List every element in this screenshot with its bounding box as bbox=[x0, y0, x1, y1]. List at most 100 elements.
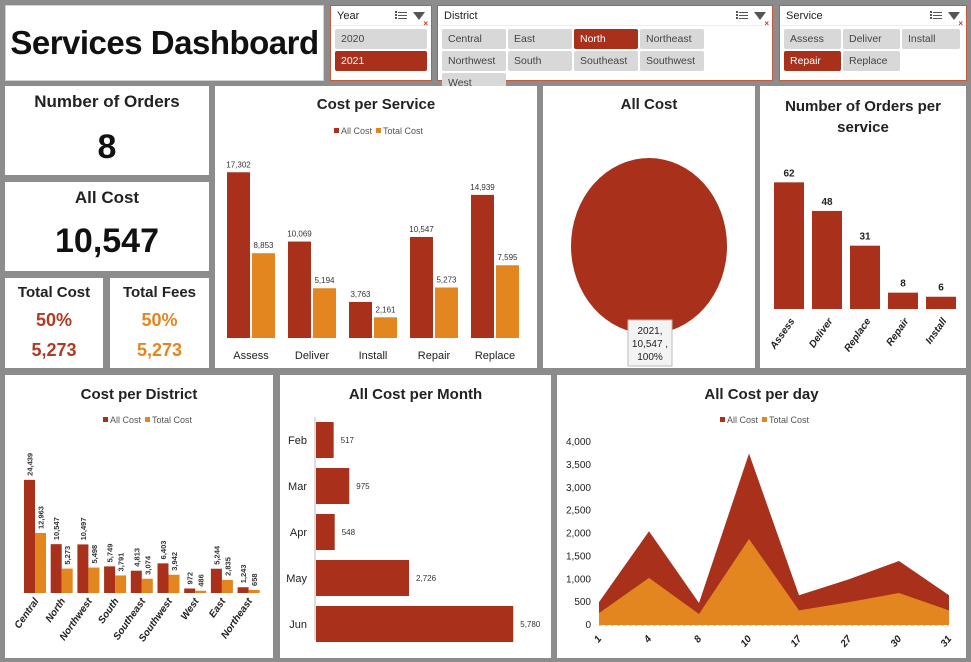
day-legend-swatch-total-cost bbox=[762, 417, 767, 422]
orders-tick-label-install: Install bbox=[924, 316, 950, 346]
orders-data-label: 62 bbox=[783, 168, 795, 179]
service-data-label: 2,161 bbox=[375, 305, 396, 314]
dashboard-title: Services Dashboard bbox=[10, 24, 319, 61]
all-cost-pie-plot: 2021, 10,547 , 100% bbox=[571, 158, 727, 367]
orders-tick-label-assess: Assess bbox=[768, 316, 798, 352]
service-slicer-header: Service × bbox=[780, 6, 966, 28]
orders-bar-replace bbox=[850, 245, 880, 309]
day-x-tick-label: 27 bbox=[838, 634, 855, 651]
multi-select-icon[interactable] bbox=[930, 10, 942, 22]
year-chip-2021[interactable]: 2021 bbox=[335, 51, 427, 71]
multi-select-icon[interactable] bbox=[395, 10, 407, 22]
service-slicer: Service × Assess Deliver Install Repair Repl… bbox=[779, 5, 967, 81]
orders-kpi-label: Number of Orders bbox=[34, 92, 180, 111]
district-chip-northwest[interactable]: Northwest bbox=[442, 51, 506, 71]
district-chip-north[interactable]: North bbox=[574, 29, 638, 49]
month-bar-feb bbox=[316, 422, 334, 458]
district-bar-all-cost-northwest bbox=[77, 544, 89, 593]
service-legend-label-total-cost: Total Cost bbox=[383, 126, 424, 136]
month-data-label: 5,780 bbox=[520, 620, 541, 629]
district-tick-label-central: Central bbox=[13, 596, 42, 631]
district-bar-total-cost-southwest bbox=[168, 574, 180, 593]
district-chip-southwest[interactable]: Southwest bbox=[640, 51, 704, 71]
orders-per-service-chart: Number of Orders per service 62 Assess 48 D… bbox=[760, 86, 966, 368]
service-bar-all-cost-deliver bbox=[288, 241, 311, 338]
district-data-label: 2,835 bbox=[223, 557, 232, 576]
district-data-label: 1,243 bbox=[239, 564, 248, 583]
district-slicer: District × Central East North Northeast Nort… bbox=[437, 5, 773, 93]
service-chip-install[interactable]: Install bbox=[902, 29, 960, 49]
district-data-label: 24,439 bbox=[26, 453, 35, 476]
district-chip-northeast[interactable]: Northeast bbox=[640, 29, 704, 49]
service-chip-replace[interactable]: Replace bbox=[843, 51, 900, 71]
district-legend-swatch-total-cost bbox=[145, 417, 150, 422]
all-cost-per-day-title: All Cost per day bbox=[704, 386, 819, 403]
orders-bar-deliver bbox=[812, 210, 842, 309]
orders-data-label: 48 bbox=[821, 197, 833, 208]
district-data-label: 4,813 bbox=[132, 548, 141, 567]
district-slicer-header: District × bbox=[438, 6, 772, 28]
month-data-label: 975 bbox=[356, 482, 370, 491]
district-bar-all-cost-south bbox=[104, 566, 116, 593]
month-bar-apr bbox=[316, 514, 335, 550]
day-legend-label-all-cost: All Cost bbox=[727, 415, 759, 425]
all-cost-per-month-chart: All Cost per Month 517 Feb 975 Mar 548 Apr 2,7… bbox=[280, 375, 551, 658]
all-cost-per-month-title: All Cost per Month bbox=[348, 386, 483, 403]
dashboard-title-tile: Services Dashboard bbox=[5, 5, 324, 81]
day-x-tick-label: 8 bbox=[692, 634, 704, 646]
district-data-label: 5,498 bbox=[90, 545, 99, 564]
district-tick-label-west: West bbox=[179, 596, 202, 622]
orders-kpi-tile: Number of Orders 8 bbox=[5, 86, 209, 175]
district-bar-all-cost-southeast bbox=[130, 570, 142, 593]
day-y-tick-label: 0 bbox=[585, 620, 591, 631]
service-bar-all-cost-assess bbox=[227, 172, 250, 338]
day-x-tick-label: 4 bbox=[642, 634, 655, 646]
orders-tick-label-deliver: Deliver bbox=[807, 316, 836, 351]
district-bar-all-cost-northeast bbox=[237, 587, 249, 593]
district-chip-southeast[interactable]: Southeast bbox=[574, 51, 638, 71]
service-chip-deliver[interactable]: Deliver bbox=[843, 29, 900, 49]
service-chip-repair[interactable]: Repair bbox=[784, 51, 841, 71]
service-bar-total-cost-repair bbox=[435, 287, 458, 338]
year-slicer-label: Year bbox=[337, 9, 360, 22]
district-data-label: 486 bbox=[197, 574, 206, 587]
cost-per-service-chart: Cost per Service All Cost Total Cost 17,30… bbox=[215, 86, 537, 368]
service-data-label: 7,595 bbox=[497, 253, 518, 262]
year-chip-2020[interactable]: 2020 bbox=[335, 29, 427, 49]
service-data-label: 5,194 bbox=[314, 276, 335, 285]
clear-filter-icon[interactable]: × bbox=[754, 10, 769, 28]
multi-select-icon[interactable] bbox=[736, 10, 748, 22]
service-legend-swatch-all-cost bbox=[334, 128, 339, 133]
total-cost-kpi-pct: 50% bbox=[35, 310, 73, 330]
district-tick-label-north: North bbox=[44, 596, 68, 624]
month-data-label: 548 bbox=[342, 528, 356, 537]
day-legend-label-total-cost: Total Cost bbox=[769, 415, 810, 425]
district-chip-east[interactable]: East bbox=[508, 29, 572, 49]
district-bar-total-cost-east bbox=[221, 579, 233, 593]
day-y-tick-label: 3,000 bbox=[566, 483, 591, 494]
district-chip-central[interactable]: Central bbox=[442, 29, 506, 49]
month-tick-label-may: May bbox=[286, 573, 307, 585]
day-y-tick-label: 1,500 bbox=[566, 551, 591, 562]
district-data-label: 658 bbox=[250, 573, 259, 586]
clear-filter-icon[interactable]: × bbox=[413, 10, 428, 28]
all-cost-kpi-tile: All Cost 10,547 bbox=[5, 182, 209, 271]
service-bar-total-cost-install bbox=[374, 317, 397, 338]
clear-filter-icon[interactable]: × bbox=[948, 10, 963, 28]
district-data-label: 10,547 bbox=[52, 517, 61, 540]
month-tick-label-jun: Jun bbox=[289, 619, 307, 631]
service-chip-assess[interactable]: Assess bbox=[784, 29, 841, 49]
day-x-tick-label: 10 bbox=[739, 634, 755, 650]
month-data-label: 2,726 bbox=[416, 574, 437, 583]
pie-slice-2021 bbox=[571, 158, 727, 334]
day-y-tick-label: 2,500 bbox=[566, 506, 591, 517]
service-bar-all-cost-repair bbox=[410, 236, 433, 338]
orders-data-label: 31 bbox=[859, 232, 871, 243]
day-x-tick-label: 31 bbox=[939, 634, 955, 650]
district-chip-south[interactable]: South bbox=[508, 51, 572, 71]
district-data-label: 5,273 bbox=[63, 546, 72, 565]
district-data-label: 12,963 bbox=[37, 506, 46, 529]
service-slicer-label: Service bbox=[786, 9, 823, 22]
day-area-total-cost bbox=[599, 538, 949, 625]
orders-bar-assess bbox=[774, 182, 804, 309]
